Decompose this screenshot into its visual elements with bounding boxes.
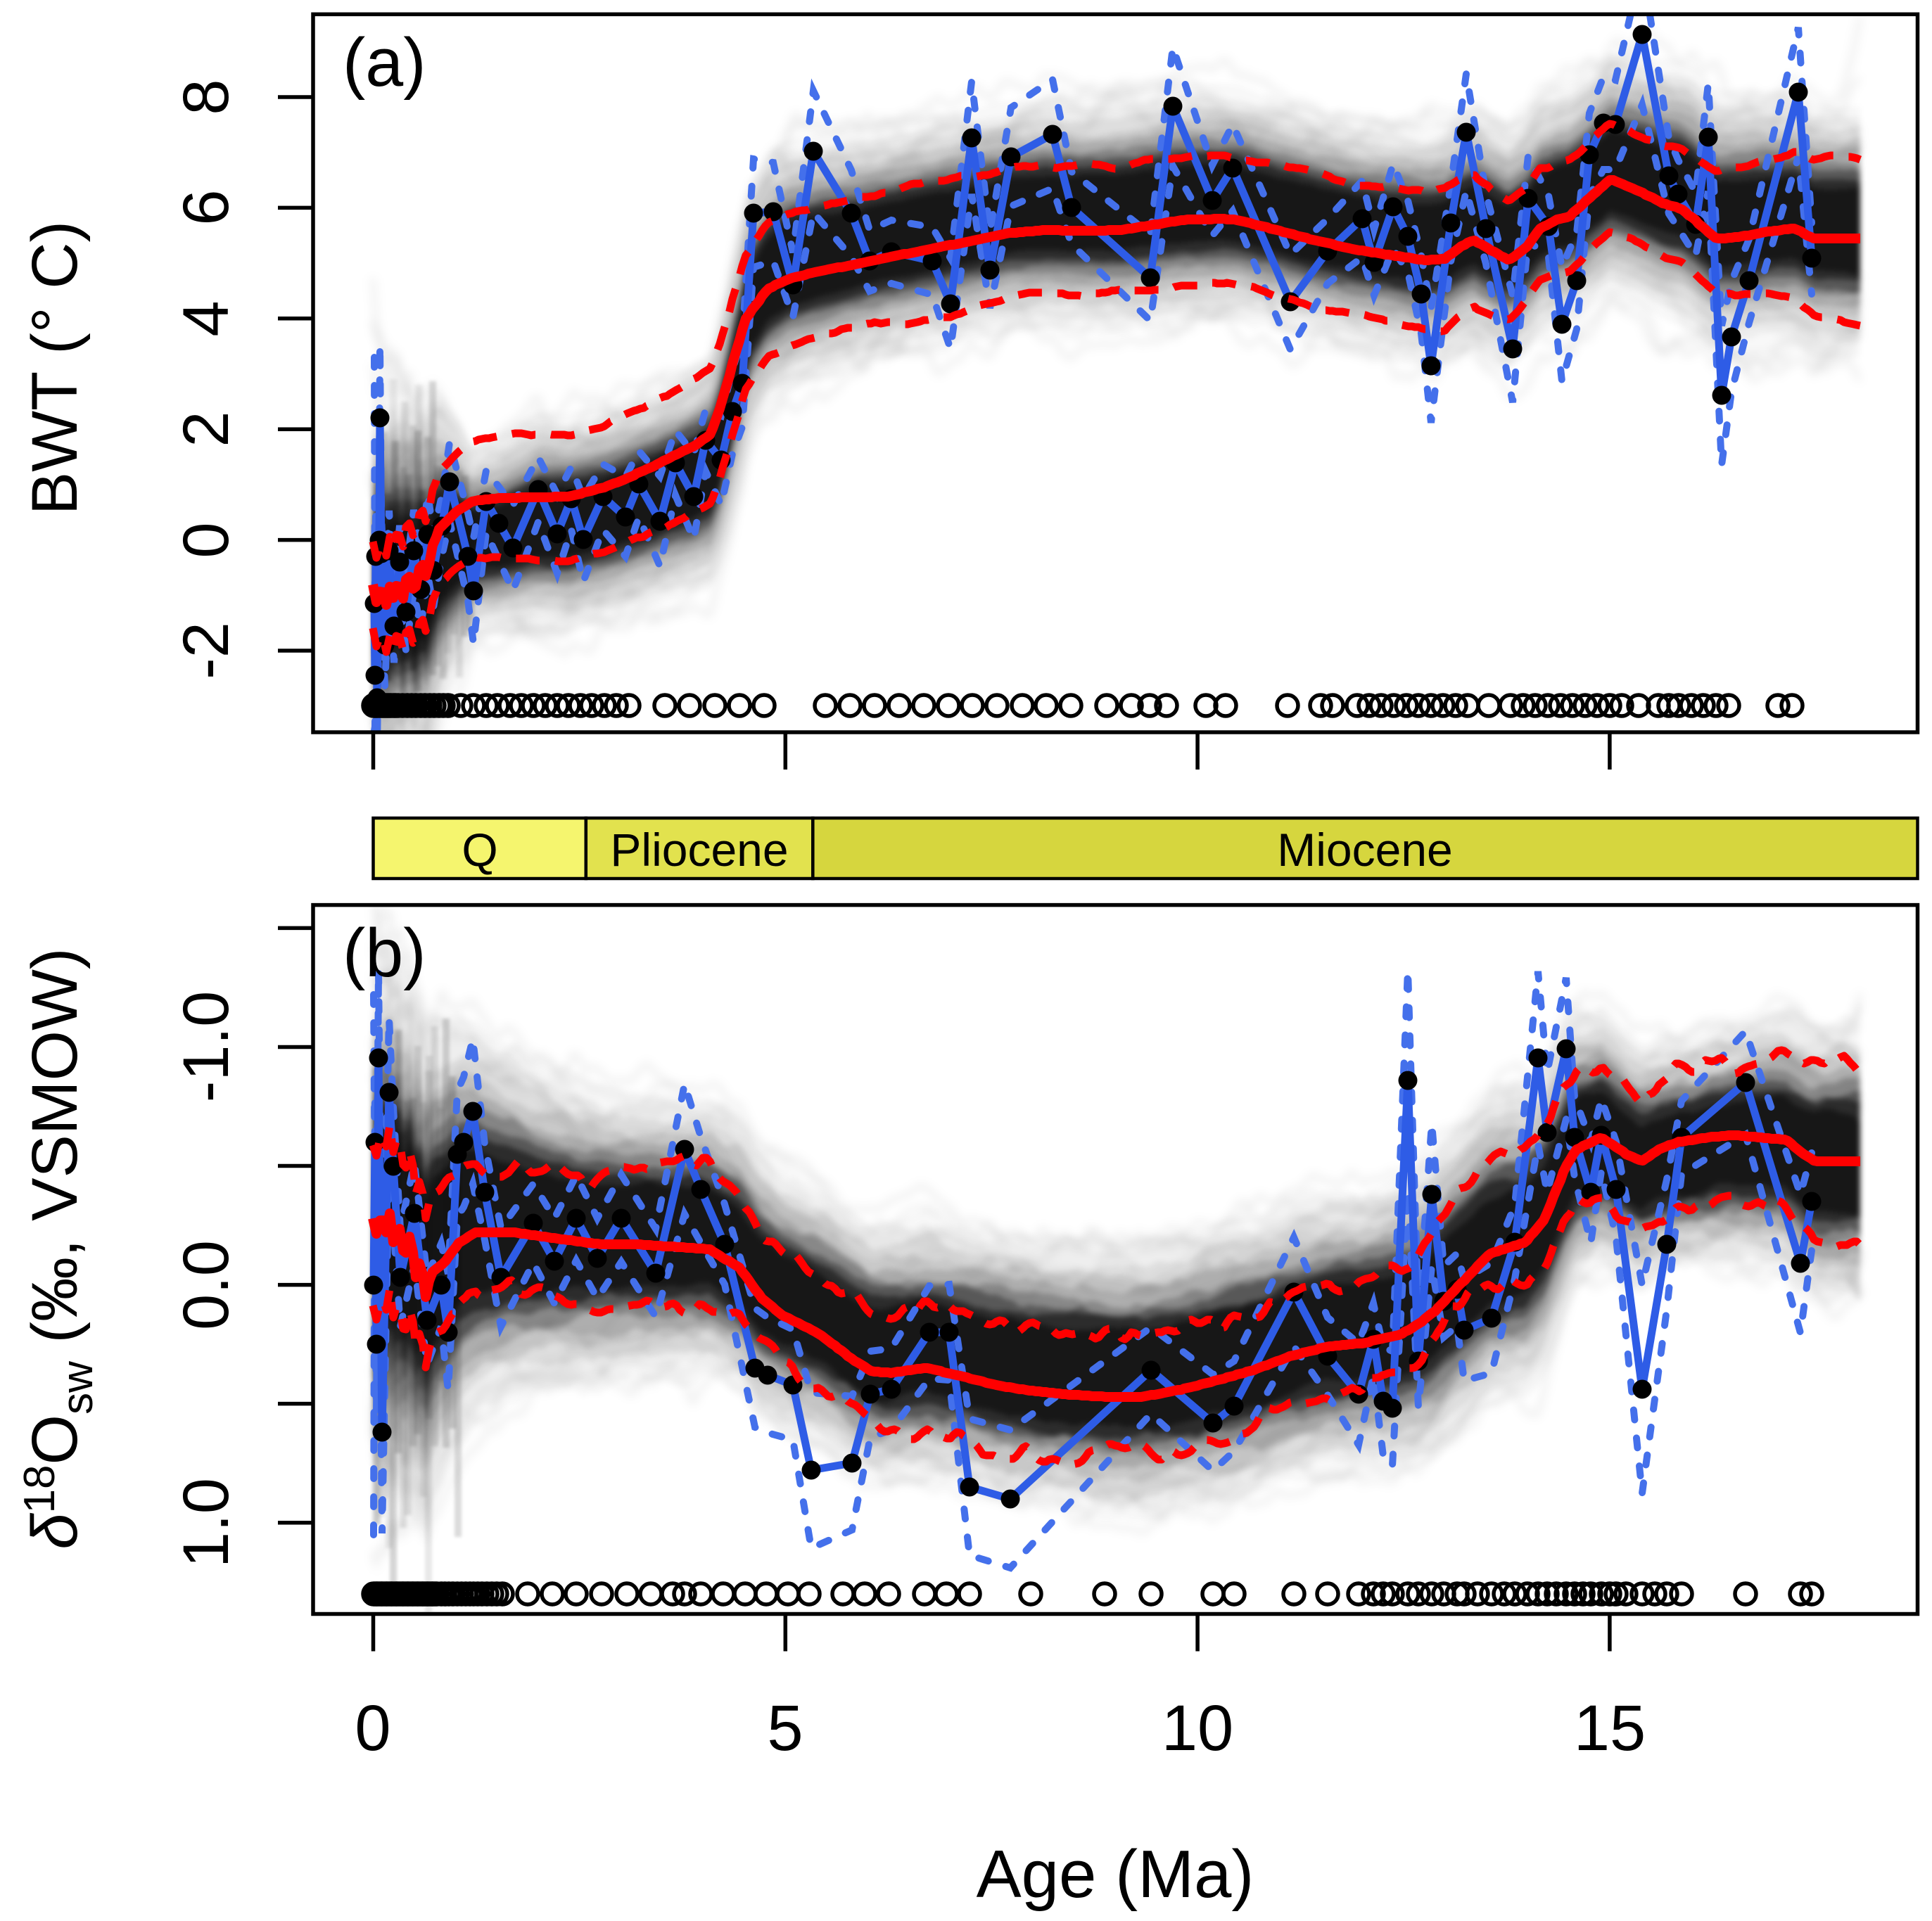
svg-text:(a): (a) xyxy=(343,24,426,101)
svg-text:Age (Ma): Age (Ma) xyxy=(977,1837,1254,1912)
svg-text:0: 0 xyxy=(355,1692,390,1764)
svg-text:4: 4 xyxy=(170,300,242,336)
svg-text:10: 10 xyxy=(1162,1692,1233,1764)
svg-text:6: 6 xyxy=(170,189,242,225)
svg-text:15: 15 xyxy=(1574,1692,1646,1764)
svg-text:Pliocene: Pliocene xyxy=(610,824,788,876)
svg-text:2: 2 xyxy=(170,411,242,447)
svg-text:-2: -2 xyxy=(170,622,242,679)
svg-text:-1.0: -1.0 xyxy=(170,991,242,1103)
svg-text:δ18Osw (‰, VSMOW): δ18Osw (‰, VSMOW) xyxy=(15,947,102,1549)
svg-text:Miocene: Miocene xyxy=(1277,824,1452,876)
svg-text:8: 8 xyxy=(170,79,242,115)
svg-text:5: 5 xyxy=(767,1692,803,1764)
svg-text:Q: Q xyxy=(462,824,497,876)
svg-text:0.0: 0.0 xyxy=(170,1240,242,1330)
svg-text:1.0: 1.0 xyxy=(170,1478,242,1568)
svg-text:(b): (b) xyxy=(343,914,426,991)
svg-text:0: 0 xyxy=(170,522,242,558)
svg-text:BWT (° C): BWT (° C) xyxy=(19,221,91,515)
